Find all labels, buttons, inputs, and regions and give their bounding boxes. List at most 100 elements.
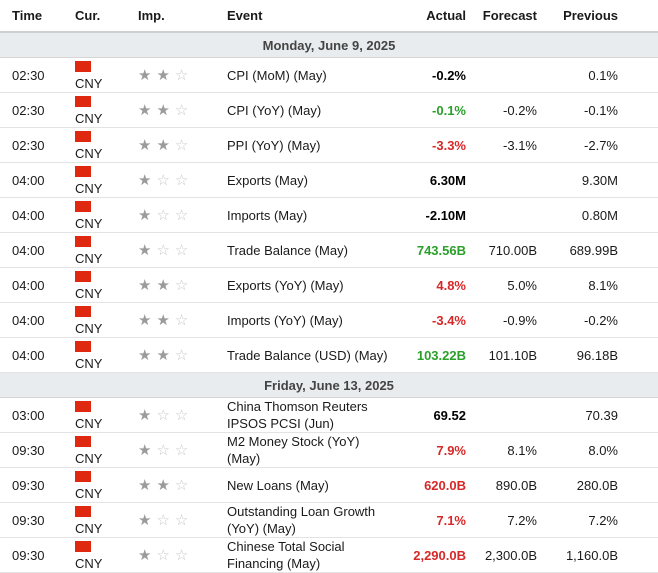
- china-flag-icon: [75, 96, 91, 107]
- event-currency: CNY: [69, 232, 132, 268]
- currency-code: CNY: [75, 181, 103, 196]
- event-row[interactable]: 09:30 CNY ★ ☆ ☆ Outstanding Loan Growth (YoY)…: [0, 502, 658, 538]
- col-header-forecast[interactable]: Forecast: [472, 0, 543, 33]
- star-empty-icon: ☆: [174, 171, 189, 189]
- star-empty-icon: ☆: [174, 441, 189, 459]
- event-name[interactable]: Imports (YoY) (May): [221, 302, 393, 338]
- event-actual: -3.4%: [393, 302, 472, 338]
- event-row[interactable]: 04:00 CNY ★ ☆ ☆ Exports (May) 6.30M 9.30M: [0, 162, 658, 198]
- event-row[interactable]: 02:30 CNY ★ ★ ☆ CPI (YoY) (May) -0.1% -0.2% -0.1…: [0, 92, 658, 128]
- currency-code: CNY: [75, 216, 103, 231]
- col-header-actual[interactable]: Actual: [393, 0, 472, 33]
- event-time: 09:30: [0, 467, 69, 503]
- currency-code: CNY: [75, 356, 103, 371]
- currency-code: CNY: [75, 286, 103, 301]
- star-filled-icon: ★: [138, 241, 152, 259]
- event-importance: ★ ★ ☆: [132, 302, 221, 338]
- event-importance: ★ ☆ ☆: [132, 162, 221, 198]
- event-time: 04:00: [0, 302, 69, 338]
- event-actual: 69.52: [393, 397, 472, 433]
- event-name[interactable]: Imports (May): [221, 197, 393, 233]
- currency-code: CNY: [75, 146, 103, 161]
- event-importance: ★ ★ ☆: [132, 92, 221, 128]
- event-name[interactable]: Exports (YoY) (May): [221, 267, 393, 303]
- china-flag-icon: [75, 306, 91, 317]
- star-empty-icon: ☆: [174, 136, 189, 154]
- event-previous: -2.7%: [543, 127, 658, 163]
- event-actual: 6.30M: [393, 162, 472, 198]
- currency-code: CNY: [75, 251, 103, 266]
- event-name[interactable]: Outstanding Loan Growth (YoY) (May): [221, 502, 393, 538]
- event-time: 04:00: [0, 337, 69, 373]
- event-name[interactable]: Exports (May): [221, 162, 393, 198]
- event-row[interactable]: 04:00 CNY ★ ★ ☆ Exports (YoY) (May) 4.8% 5.0% 8.…: [0, 267, 658, 303]
- event-forecast: 5.0%: [472, 267, 543, 303]
- event-importance: ★ ☆ ☆: [132, 232, 221, 268]
- event-name[interactable]: PPI (YoY) (May): [221, 127, 393, 163]
- event-row[interactable]: 09:30 CNY ★ ☆ ☆ M2 Money Stock (YoY) (May) 7.9…: [0, 432, 658, 468]
- star-empty-icon: ☆: [174, 66, 189, 84]
- star-empty-icon: ☆: [156, 206, 170, 224]
- star-empty-icon: ☆: [174, 276, 189, 294]
- china-flag-icon: [75, 201, 91, 212]
- event-row[interactable]: 02:30 CNY ★ ★ ☆ CPI (MoM) (May) -0.2% 0.1%: [0, 57, 658, 93]
- event-time: 04:00: [0, 197, 69, 233]
- event-currency: CNY: [69, 337, 132, 373]
- event-name[interactable]: China Thomson Reuters IPSOS PCSI (Jun): [221, 397, 393, 433]
- event-time: 02:30: [0, 127, 69, 163]
- event-importance: ★ ★ ☆: [132, 467, 221, 503]
- event-forecast: 7.2%: [472, 502, 543, 538]
- star-filled-icon: ★: [138, 311, 152, 329]
- event-currency: CNY: [69, 537, 132, 573]
- event-previous: 280.0B: [543, 467, 658, 503]
- event-row[interactable]: 02:30 CNY ★ ★ ☆ PPI (YoY) (May) -3.3% -3.1% -2.7…: [0, 127, 658, 163]
- event-name[interactable]: CPI (YoY) (May): [221, 92, 393, 128]
- col-header-event[interactable]: Event: [221, 0, 393, 33]
- event-time: 03:00: [0, 397, 69, 433]
- star-empty-icon: ☆: [174, 511, 189, 529]
- event-actual: 103.22B: [393, 337, 472, 373]
- event-previous: 0.80M: [543, 197, 658, 233]
- event-row[interactable]: 04:00 CNY ★ ★ ☆ Imports (YoY) (May) -3.4% -0.9%…: [0, 302, 658, 338]
- event-previous: 70.39: [543, 397, 658, 433]
- star-filled-icon: ★: [156, 136, 170, 154]
- col-header-time[interactable]: Time: [0, 0, 69, 33]
- col-header-previous[interactable]: Previous: [543, 0, 658, 33]
- star-filled-icon: ★: [138, 136, 152, 154]
- event-currency: CNY: [69, 162, 132, 198]
- star-filled-icon: ★: [138, 276, 152, 294]
- star-filled-icon: ★: [138, 511, 152, 529]
- event-row[interactable]: 09:30 CNY ★ ☆ ☆ Chinese Total Social Financin…: [0, 537, 658, 573]
- event-name[interactable]: CPI (MoM) (May): [221, 57, 393, 93]
- china-flag-icon: [75, 471, 91, 482]
- star-filled-icon: ★: [138, 406, 152, 424]
- event-actual: -0.1%: [393, 92, 472, 128]
- col-header-importance[interactable]: Imp.: [132, 0, 221, 33]
- event-row[interactable]: 04:00 CNY ★ ☆ ☆ Trade Balance (May) 743.56B 710…: [0, 232, 658, 268]
- event-row[interactable]: 04:00 CNY ★ ★ ☆ Trade Balance (USD) (May) 103.…: [0, 337, 658, 373]
- event-currency: CNY: [69, 302, 132, 338]
- event-row[interactable]: 04:00 CNY ★ ☆ ☆ Imports (May) -2.10M 0.80M: [0, 197, 658, 233]
- event-forecast: -3.1%: [472, 127, 543, 163]
- event-name[interactable]: Chinese Total Social Financing (May): [221, 537, 393, 573]
- event-name[interactable]: Trade Balance (USD) (May): [221, 337, 393, 373]
- event-row[interactable]: 09:30 CNY ★ ★ ☆ New Loans (May) 620.0B 890.0B 28…: [0, 467, 658, 503]
- event-forecast: [472, 197, 543, 233]
- day-header-row: Monday, June 9, 2025: [0, 32, 658, 58]
- event-importance: ★ ☆ ☆: [132, 432, 221, 468]
- col-header-currency[interactable]: Cur.: [69, 0, 132, 33]
- currency-code: CNY: [75, 556, 103, 571]
- star-filled-icon: ★: [138, 476, 152, 494]
- star-empty-icon: ☆: [156, 441, 170, 459]
- event-actual: -0.2%: [393, 57, 472, 93]
- event-name[interactable]: M2 Money Stock (YoY) (May): [221, 432, 393, 468]
- event-forecast: 101.10B: [472, 337, 543, 373]
- star-empty-icon: ☆: [156, 241, 170, 259]
- event-importance: ★ ☆ ☆: [132, 397, 221, 433]
- event-forecast: 2,300.0B: [472, 537, 543, 573]
- event-row[interactable]: 03:00 CNY ★ ☆ ☆ China Thomson Reuters IPSOS P…: [0, 397, 658, 433]
- china-flag-icon: [75, 131, 91, 142]
- event-name[interactable]: New Loans (May): [221, 467, 393, 503]
- china-flag-icon: [75, 341, 91, 352]
- event-name[interactable]: Trade Balance (May): [221, 232, 393, 268]
